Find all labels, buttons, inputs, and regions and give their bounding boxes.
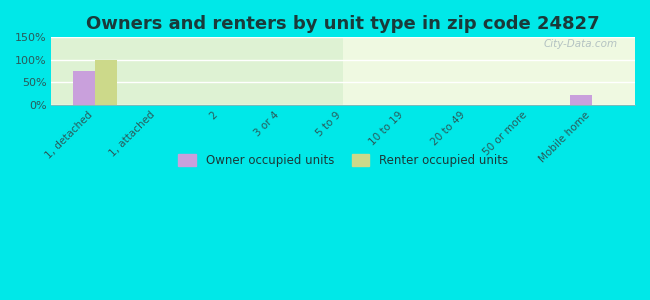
- Bar: [73, 71, 95, 105]
- Text: City-Data.com: City-Data.com: [543, 39, 618, 50]
- Legend: Owner occupied units, Renter occupied units: Owner occupied units, Renter occupied un…: [174, 150, 513, 172]
- Bar: [570, 95, 592, 105]
- Bar: [95, 60, 116, 105]
- Title: Owners and renters by unit type in zip code 24827: Owners and renters by unit type in zip c…: [86, 15, 600, 33]
